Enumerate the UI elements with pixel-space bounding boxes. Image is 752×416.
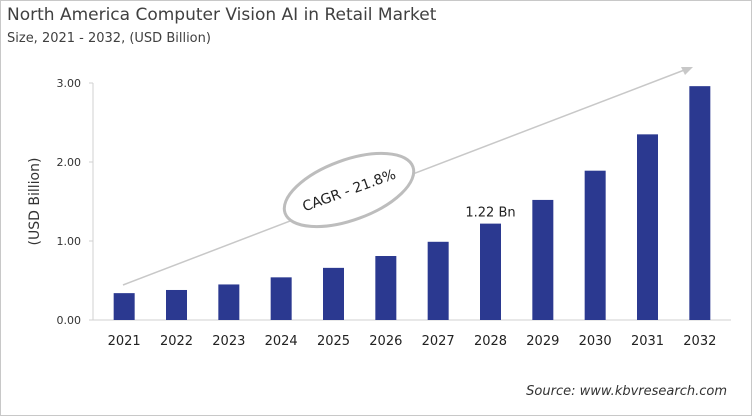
bar-2024: [270, 277, 292, 320]
bar-2021: [113, 293, 135, 320]
x-tick-label: 2024: [265, 334, 298, 349]
bar-2025: [323, 267, 344, 320]
trend-arrow-head: [681, 67, 693, 75]
y-tick-label: 2.00: [57, 156, 82, 169]
x-tick-label: 2030: [579, 334, 612, 349]
x-tick-label: 2023: [212, 334, 245, 349]
x-tick-label: 2021: [108, 334, 141, 349]
x-tick-label: 2029: [526, 334, 559, 349]
cagr-ellipse: [282, 151, 416, 229]
x-tick-label: 2026: [369, 334, 402, 349]
x-tick-label: 2028: [474, 334, 507, 349]
bar-2029: [532, 199, 554, 320]
y-tick-label: 0.00: [57, 314, 82, 327]
bar-2022: [166, 289, 187, 320]
x-tick-label: 2027: [422, 334, 455, 349]
y-axis-label: (USD Billion): [27, 158, 43, 246]
bar-2026: [375, 256, 397, 320]
x-tick-label: 2022: [160, 334, 193, 349]
bar-2032: [689, 86, 711, 320]
bar-2030: [584, 170, 606, 320]
x-tick-label: 2032: [683, 334, 716, 349]
x-tick-label: 2031: [631, 334, 664, 349]
chart-subtitle: Size, 2021 - 2032, (USD Billion): [7, 31, 211, 46]
x-tick-label: 2025: [317, 334, 350, 349]
data-label: 1.22 Bn: [465, 206, 515, 221]
source-note: Source: www.kbvresearch.com: [526, 384, 727, 399]
bar-2031: [637, 134, 658, 320]
bar-2027: [427, 241, 449, 320]
bar-2023: [218, 284, 240, 320]
y-tick-label: 1.00: [57, 235, 82, 248]
y-tick-label: 3.00: [57, 77, 82, 90]
chart-title: North America Computer Vision AI in Reta…: [7, 5, 437, 25]
bar-2028: [480, 223, 501, 320]
